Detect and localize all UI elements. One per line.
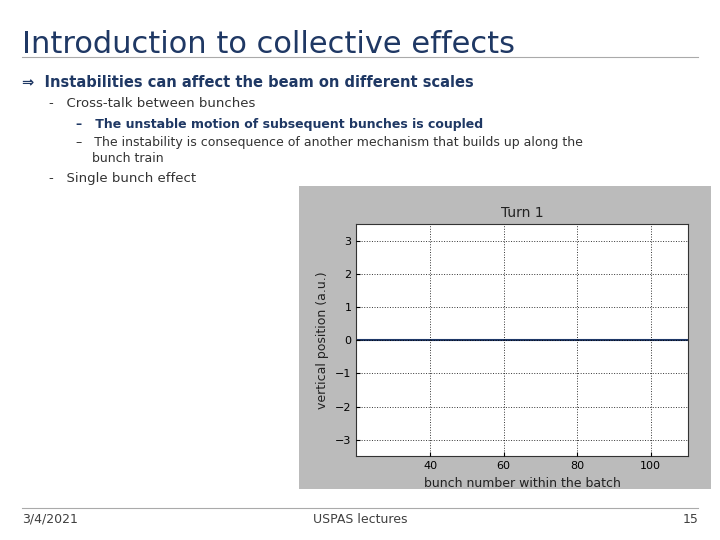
X-axis label: bunch number within the batch: bunch number within the batch — [423, 477, 621, 490]
Text: bunch train: bunch train — [92, 152, 163, 165]
Text: -   Cross-talk between bunches: - Cross-talk between bunches — [49, 97, 256, 110]
Text: Introduction to collective effects: Introduction to collective effects — [22, 30, 515, 59]
Text: ⇒  Instabilities can affect the beam on different scales: ⇒ Instabilities can affect the beam on d… — [22, 75, 473, 90]
Text: 15: 15 — [683, 513, 698, 526]
Text: –   The unstable motion of subsequent bunches is coupled: – The unstable motion of subsequent bunc… — [76, 118, 482, 131]
Y-axis label: vertical position (a.u.): vertical position (a.u.) — [317, 272, 330, 409]
Text: USPAS lectures: USPAS lectures — [312, 513, 408, 526]
Text: -   Single bunch effect: - Single bunch effect — [49, 172, 196, 185]
Text: 3/4/2021: 3/4/2021 — [22, 513, 78, 526]
Title: Turn 1: Turn 1 — [500, 206, 544, 220]
Text: –   The instability is consequence of another mechanism that builds up along the: – The instability is consequence of anot… — [76, 136, 582, 149]
